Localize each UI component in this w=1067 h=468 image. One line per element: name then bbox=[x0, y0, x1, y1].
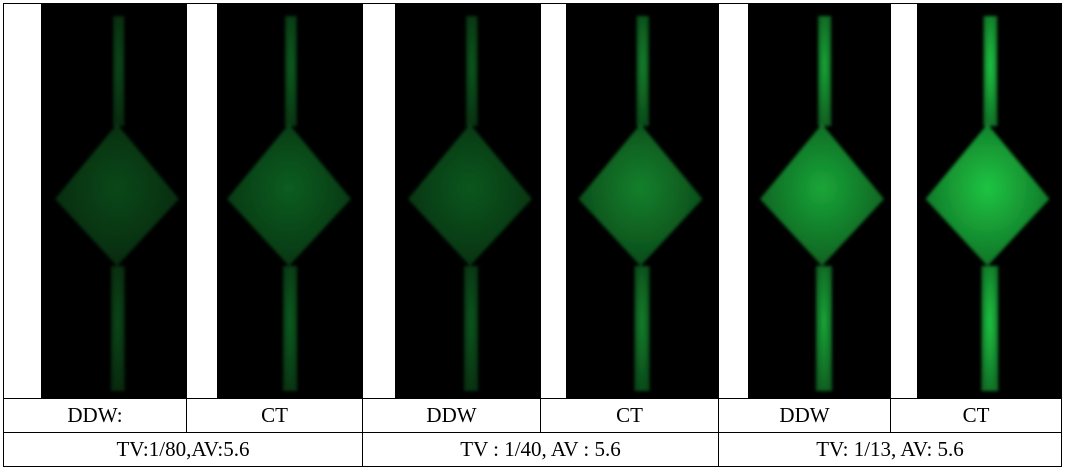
exposure-setting-2: TV : 1/40, AV : 5.6 bbox=[363, 433, 719, 467]
label-ddw-1: DDW: bbox=[4, 399, 187, 433]
exposure-setting-3: TV: 1/13, AV: 5.6 bbox=[719, 433, 1062, 467]
figure-table: DDW: CT DDW CT DDW CT TV:1/80,AV:5.6 TV … bbox=[3, 3, 1062, 467]
photo-cell-6 bbox=[891, 4, 1062, 399]
specimen-photo-ddw-1-13 bbox=[748, 4, 890, 398]
label-ddw-3: DDW bbox=[719, 399, 891, 433]
specimen-photo-ct-1-80 bbox=[217, 4, 362, 398]
label-ct-3: CT bbox=[891, 399, 1062, 433]
specimen-photo-ct-1-13 bbox=[917, 4, 1061, 398]
label-ct-2: CT bbox=[541, 399, 719, 433]
specimen-photo-ddw-1-40 bbox=[395, 4, 540, 398]
photo-cell-2 bbox=[187, 4, 363, 399]
photo-cell-1 bbox=[4, 4, 187, 399]
photo-cell-5 bbox=[719, 4, 891, 399]
specimen-photo-ddw-1-80 bbox=[41, 4, 186, 398]
label-ct-1: CT bbox=[187, 399, 363, 433]
photo-cell-3 bbox=[363, 4, 541, 399]
exposure-setting-1: TV:1/80,AV:5.6 bbox=[4, 433, 363, 467]
photo-cell-4 bbox=[541, 4, 719, 399]
label-ddw-2: DDW bbox=[363, 399, 541, 433]
specimen-photo-ct-1-40 bbox=[566, 4, 718, 398]
